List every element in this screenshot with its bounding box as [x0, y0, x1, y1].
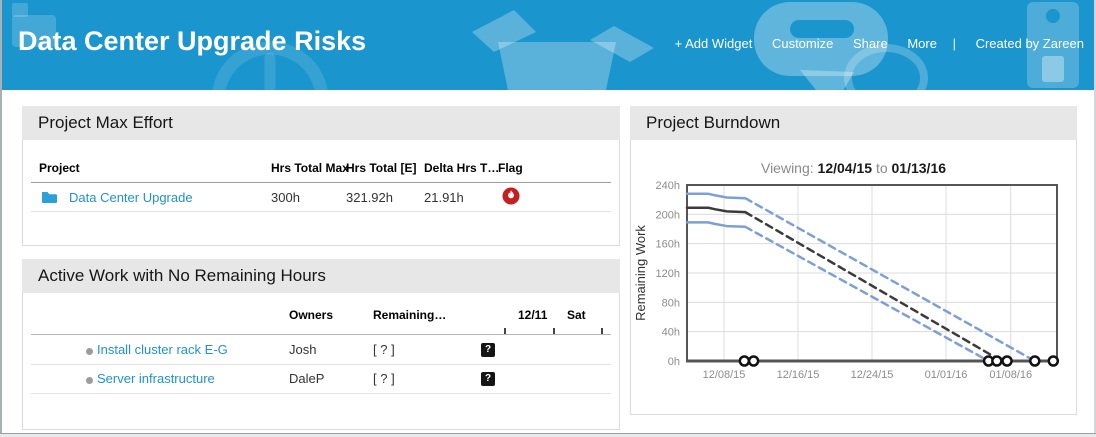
timeline-tick: [601, 328, 603, 334]
burndown-widget-title: Project Burndown: [646, 113, 781, 132]
column-header-owners[interactable]: Owners: [289, 308, 334, 322]
page-right-border: [1094, 0, 1096, 437]
table-header-divider: [31, 182, 611, 183]
svg-text:Remaining Work: Remaining Work: [633, 225, 648, 321]
viewing-to-label: to: [875, 160, 888, 176]
dashboard-header: Data Center Upgrade Risks + Add Widget C…: [2, 0, 1094, 90]
svg-text:240h: 240h: [656, 180, 680, 192]
viewing-label: Viewing:: [760, 160, 814, 176]
column-header-remaining[interactable]: Remaining…: [373, 308, 447, 322]
open-box-icon: [472, 10, 654, 90]
svg-text:12/24/15: 12/24/15: [851, 369, 894, 381]
task-bullet-icon: [86, 377, 93, 384]
active-work-widget-body: Owners Remaining… 12/11 Sat Install clus…: [22, 293, 620, 430]
task-link[interactable]: Install cluster rack E-G: [97, 342, 228, 357]
column-header-hrs-total-max[interactable]: Hrs Total Max: [271, 161, 349, 175]
risk-flag-icon[interactable]: [502, 187, 520, 205]
active-work-widget-title: Active Work with No Remaining Hours: [38, 266, 326, 285]
svg-text:0h: 0h: [668, 356, 680, 368]
burndown-widget-titlebar: Project Burndown: [630, 106, 1077, 140]
viewing-to-date: 01/13/16: [891, 160, 947, 176]
project-link[interactable]: Data Center Upgrade: [69, 190, 193, 205]
more-button[interactable]: More: [907, 36, 937, 51]
row-divider: [31, 364, 611, 365]
max-effort-widget-body: Project Hrs Total Max Hrs Total [E] Delt…: [22, 140, 620, 246]
unknown-estimate-icon[interactable]: ?: [481, 372, 495, 386]
column-header-hrs-total-e[interactable]: Hrs Total [E]: [346, 161, 417, 175]
hrs-total-e-value: 321.92h: [346, 190, 393, 205]
timeline-header-date: 12/11: [518, 308, 548, 322]
svg-text:12/16/15: 12/16/15: [777, 369, 820, 381]
owner-value: DaleP: [289, 371, 325, 386]
page-left-border: [0, 0, 2, 437]
remaining-value: [ ? ]: [373, 342, 395, 357]
unknown-estimate-icon[interactable]: ?: [481, 343, 495, 357]
max-effort-widget-titlebar: Project Max Effort: [22, 106, 620, 140]
column-header-project[interactable]: Project: [39, 161, 80, 175]
hrs-total-max-value: 300h: [271, 190, 300, 205]
remaining-value: [ ? ]: [373, 371, 395, 386]
svg-text:160h: 160h: [656, 239, 680, 251]
row-divider: [31, 393, 611, 394]
svg-text:01/08/16: 01/08/16: [989, 369, 1032, 381]
svg-text:80h: 80h: [662, 297, 680, 309]
nav-divider: |: [952, 36, 956, 51]
timeline-tick: [553, 328, 555, 334]
header-nav: + Add Widget Customize Share More | Crea…: [659, 36, 1084, 51]
folder-icon[interactable]: [41, 189, 58, 204]
row-divider: [31, 211, 611, 212]
owner-value: Josh: [289, 342, 317, 357]
column-header-flag[interactable]: Flag: [498, 161, 523, 175]
timeline-header-day: Sat: [567, 308, 586, 322]
created-by-label: Created by Zareen: [975, 36, 1084, 51]
table-header-divider: [31, 334, 611, 335]
delta-hrs-value: 21.91h: [424, 190, 464, 205]
active-work-widget-titlebar: Active Work with No Remaining Hours: [22, 259, 620, 293]
viewing-range-label: Viewing: 12/04/15 to 01/13/16: [631, 160, 1076, 176]
svg-text:200h: 200h: [656, 209, 680, 221]
add-widget-button[interactable]: + Add Widget: [674, 36, 753, 51]
timeline-tick: [504, 328, 506, 334]
window-bottom-edge: [0, 433, 1096, 437]
svg-text:40h: 40h: [662, 327, 680, 339]
share-button[interactable]: Share: [853, 36, 888, 51]
svg-text:12/08/15: 12/08/15: [703, 369, 746, 381]
burndown-chart: 0h 40h 80h 120h 160h 200h 240h 12/08/15 12/16/15…: [633, 180, 1060, 381]
task-bullet-icon: [86, 348, 93, 355]
burndown-widget-body: Viewing: 12/04/15 to 01/13/16 0h 40h 80h 12…: [630, 140, 1077, 415]
task-link[interactable]: Server infrastructure: [97, 371, 215, 386]
customize-button[interactable]: Customize: [771, 36, 834, 51]
viewing-from-date: 12/04/15: [817, 160, 873, 176]
svg-text:01/01/16: 01/01/16: [925, 369, 968, 381]
page-title: Data Center Upgrade Risks: [18, 26, 367, 56]
column-header-delta-hrs[interactable]: Delta Hrs T…: [424, 161, 500, 175]
svg-text:120h: 120h: [656, 268, 680, 280]
max-effort-widget-title: Project Max Effort: [38, 113, 173, 132]
